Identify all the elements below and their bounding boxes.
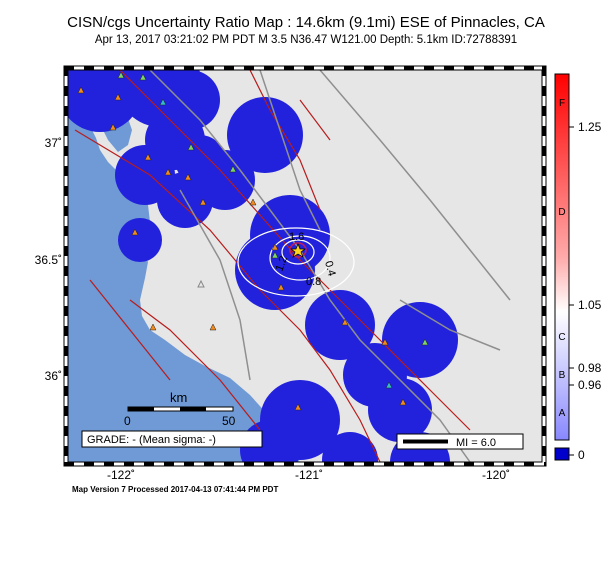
lon-label: -120˚ [481,468,510,482]
scale-bar-start: 0 [124,414,131,428]
scale-bar-unit: km [170,390,187,405]
lat-label: 36.5˚ [34,253,62,267]
mi-legend: MI = 6.0 [396,433,524,450]
stations-orange [77,86,407,411]
colorbar-letter: B [558,370,566,381]
contour-label: 0.8 [306,276,321,288]
contour-label: 0.4 [322,260,338,278]
colorbar-letter: C [558,332,566,343]
map-subtitle: Apr 13, 2017 03:21:02 PM PDT M 3.5 N36.4… [94,34,518,46]
map-area [68,70,542,462]
lat-label: 36˚ [44,369,62,383]
lon-label: -122˚ [106,468,135,482]
mi-legend-text: MI = 6.0 [456,437,496,449]
scale-bar-end: 50 [222,414,236,428]
grade-box: GRADE: - (Mean sigma: -) [81,430,263,448]
fault-lines [74,70,471,462]
colorbar-value: 1.25 [578,120,602,134]
colorbar-value: 0 [578,448,585,462]
colorbar-letter: D [558,207,566,218]
colorbar-value: 0.98 [578,361,602,375]
map-title: CISN/cgs Uncertainty Ratio Map : 14.6km … [67,14,545,31]
colorbar-value: 0.96 [578,378,602,392]
colorbar-value: 1.05 [578,298,602,312]
roads [149,70,511,462]
stations-green [117,71,429,346]
colorbar [554,73,574,461]
map-version-footer: Map Version 7 Processed 2017-04-13 07:41… [72,485,279,494]
uncertainty-contours [237,227,355,297]
map-frame [63,65,547,467]
colorbar-letter: A [558,408,566,419]
lon-label: -121˚ [294,468,323,482]
grade-text: GRADE: - (Mean sigma: -) [87,434,216,446]
lat-label: 37˚ [44,136,62,150]
contour-labels: 1.6 1.2 0.8 0.4 [274,231,338,288]
scale-bar: km 0 50 [124,390,236,428]
epicenter-star [289,243,307,258]
contour-label: 1.2 [274,255,291,273]
contour-label: 1.6 [289,231,304,243]
colorbar-letter: F [558,98,566,109]
